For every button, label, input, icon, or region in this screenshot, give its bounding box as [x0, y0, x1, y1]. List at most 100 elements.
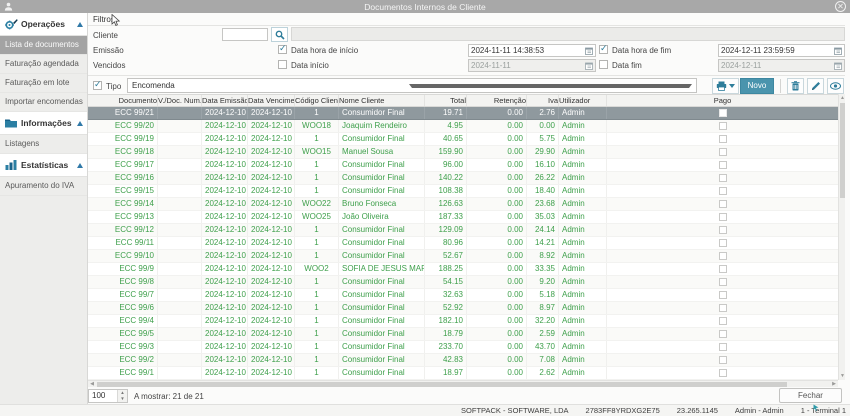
chevron-up-icon[interactable] [77, 21, 83, 27]
table-row[interactable]: ECC 99/17 2024-12-10 ... 2024-12-10 1 Co… [88, 159, 838, 172]
col-iva[interactable]: Iva [527, 95, 559, 106]
sidebar-item-faturacao-agendada[interactable]: Faturação agendada [0, 55, 87, 74]
page-size-stepper[interactable]: 100 ▲ ▼ [88, 389, 128, 403]
sidebar-section-operacoes[interactable]: Operações [0, 13, 87, 36]
col-vdoc-num[interactable]: V./Doc. Num. [158, 95, 202, 106]
pago-checkbox[interactable] [718, 122, 727, 130]
table-row[interactable]: ECC 99/1 2024-12-10 ... 2024-12-10 1 Con… [88, 367, 838, 380]
pago-checkbox[interactable] [718, 200, 727, 208]
col-data-vencimento[interactable]: Data Vencimento [248, 95, 295, 106]
stepper-up-icon[interactable]: ▲ [120, 390, 125, 395]
pago-checkbox[interactable] [718, 265, 727, 273]
table-row[interactable]: ECC 99/20 2024-12-10 ... 2024-12-10 WOO1… [88, 120, 838, 133]
col-pago[interactable]: Pago [713, 96, 732, 105]
cliente-input[interactable] [222, 28, 268, 41]
pago-checkbox[interactable] [718, 304, 727, 312]
cell-nome: Consumidor Final [339, 107, 425, 119]
sidebar-item-listagens[interactable]: Listagens [0, 135, 87, 154]
table-row[interactable]: ECC 99/21 2024-12-10 ... 2024-12-10 1 Co… [88, 107, 838, 120]
table-row[interactable]: ECC 99/12 2024-12-10 ... 2024-12-10 1 Co… [88, 224, 838, 237]
data-hora-fim-field[interactable]: 2024-12-11 23:59:59 [718, 44, 845, 57]
sidebar-item-faturacao-em-lote[interactable]: Faturação em lote [0, 74, 87, 93]
sidebar-section-informacoes[interactable]: Informações [0, 112, 87, 135]
data-hora-inicio-checkbox[interactable] [278, 44, 287, 54]
data-fim-checkbox[interactable] [599, 60, 608, 69]
pago-checkbox[interactable] [718, 369, 727, 377]
cell-documento: ECC 99/8 [88, 276, 158, 288]
vertical-scrollbar[interactable]: ▲ ▼ [838, 94, 845, 380]
table-row[interactable]: ECC 99/19 2024-12-10 ... 2024-12-10 1 Co… [88, 133, 838, 146]
table-row[interactable]: ECC 99/3 2024-12-10 ... 2024-12-10 1 Con… [88, 341, 838, 354]
pago-checkbox[interactable] [718, 317, 727, 325]
horizontal-scrollbar[interactable]: ◀ ▶ [88, 380, 838, 387]
scroll-left-icon[interactable]: ◀ [90, 381, 94, 387]
view-button[interactable] [827, 78, 844, 94]
sidebar-item-apuramento-do-iva[interactable]: Apuramento do IVA [0, 177, 87, 196]
sidebar-item-importar-encomendas[interactable]: Importar encomendas [0, 93, 87, 112]
pago-checkbox[interactable] [718, 343, 727, 351]
chevron-up-icon[interactable] [77, 162, 83, 168]
scroll-right-icon[interactable]: ▶ [832, 381, 836, 387]
cell-documento: ECC 99/11 [88, 237, 158, 249]
table-row[interactable]: ECC 99/11 2024-12-10 ... 2024-12-10 1 Co… [88, 237, 838, 250]
col-utilizador[interactable]: Utilizador [559, 95, 607, 106]
col-documento[interactable]: Documento [88, 95, 158, 106]
table-row[interactable]: ECC 99/16 2024-12-10 ... 2024-12-10 1 Co… [88, 172, 838, 185]
table-row[interactable]: ECC 99/2 2024-12-10 ... 2024-12-10 1 Con… [88, 354, 838, 367]
delete-button[interactable] [787, 78, 804, 94]
pago-checkbox[interactable] [718, 291, 727, 299]
pago-checkbox[interactable] [718, 278, 727, 286]
table-row[interactable]: ECC 99/9 2024-12-10 ... 2024-12-10 WOO2 … [88, 263, 838, 276]
table-row[interactable]: ECC 99/7 2024-12-10 ... 2024-12-10 1 Con… [88, 289, 838, 302]
data-hora-fim-checkbox[interactable] [599, 44, 608, 54]
data-hora-inicio-field[interactable]: 2024-11-11 14:38:53 [468, 44, 596, 57]
close-icon[interactable]: ✕ [835, 1, 846, 12]
pago-checkbox[interactable] [718, 252, 727, 260]
pago-checkbox[interactable] [718, 239, 727, 247]
pago-checkbox[interactable] [718, 161, 727, 169]
pago-checkbox[interactable] [718, 148, 727, 156]
table-row[interactable]: ECC 99/8 2024-12-10 ... 2024-12-10 1 Con… [88, 276, 838, 289]
sidebar-item-lista-de-documentos[interactable]: Lista de documentos [0, 36, 87, 55]
table-row[interactable]: ECC 99/4 2024-12-10 ... 2024-12-10 1 Con… [88, 315, 838, 328]
stepper-down-icon[interactable]: ▼ [120, 396, 125, 401]
col-retencao[interactable]: Retenção [467, 95, 527, 106]
col-codigo-cliente[interactable]: Código Cliente [295, 95, 339, 106]
tipo-checkbox[interactable] [93, 80, 102, 90]
pago-checkbox[interactable] [718, 330, 727, 338]
fechar-button[interactable]: Fechar [779, 388, 842, 403]
data-inicio-checkbox[interactable] [278, 60, 287, 69]
tipo-select[interactable]: Encomenda [127, 78, 697, 93]
table-row[interactable]: ECC 99/14 2024-12-10 ... 2024-12-10 WOO2… [88, 198, 838, 211]
table-row[interactable]: ECC 99/10 2024-12-10 ... 2024-12-10 1 Co… [88, 250, 838, 263]
chevron-up-icon[interactable] [77, 120, 83, 126]
table-row[interactable]: ECC 99/15 2024-12-10 ... 2024-12-10 1 Co… [88, 185, 838, 198]
table-row[interactable]: ECC 99/18 2024-12-10 ... 2024-12-10 WOO1… [88, 146, 838, 159]
cell-codigo: 1 [295, 354, 339, 366]
pago-checkbox[interactable] [718, 109, 727, 117]
table-row[interactable]: ECC 99/6 2024-12-10 ... 2024-12-10 1 Con… [88, 302, 838, 315]
horizontal-scroll-thumb[interactable] [97, 382, 787, 387]
pago-checkbox[interactable] [718, 213, 727, 221]
search-button[interactable] [271, 27, 288, 42]
scroll-down-icon[interactable]: ▼ [840, 373, 845, 379]
edit-button[interactable] [807, 78, 824, 94]
cell-documento: ECC 99/5 [88, 328, 158, 340]
print-button[interactable] [712, 78, 739, 94]
data-fim-field[interactable]: 2024-12-11 [718, 59, 845, 72]
pago-checkbox[interactable] [718, 187, 727, 195]
vertical-scroll-thumb[interactable] [840, 103, 845, 198]
col-total[interactable]: Total [425, 95, 467, 106]
pago-checkbox[interactable] [718, 356, 727, 364]
data-inicio-field[interactable]: 2024-11-11 [468, 59, 596, 72]
scroll-up-icon[interactable]: ▲ [840, 95, 845, 101]
pago-checkbox[interactable] [718, 174, 727, 182]
novo-button[interactable]: Novo [740, 78, 774, 94]
col-nome-cliente[interactable]: Nome Cliente [339, 95, 425, 106]
pago-checkbox[interactable] [718, 135, 727, 143]
table-row[interactable]: ECC 99/13 2024-12-10 ... 2024-12-10 WOO2… [88, 211, 838, 224]
col-data-emissao[interactable]: Data Emissão [202, 95, 248, 106]
sidebar-section-estatisticas[interactable]: Estatísticas [0, 154, 87, 177]
pago-checkbox[interactable] [718, 226, 727, 234]
table-row[interactable]: ECC 99/5 2024-12-10 ... 2024-12-10 1 Con… [88, 328, 838, 341]
